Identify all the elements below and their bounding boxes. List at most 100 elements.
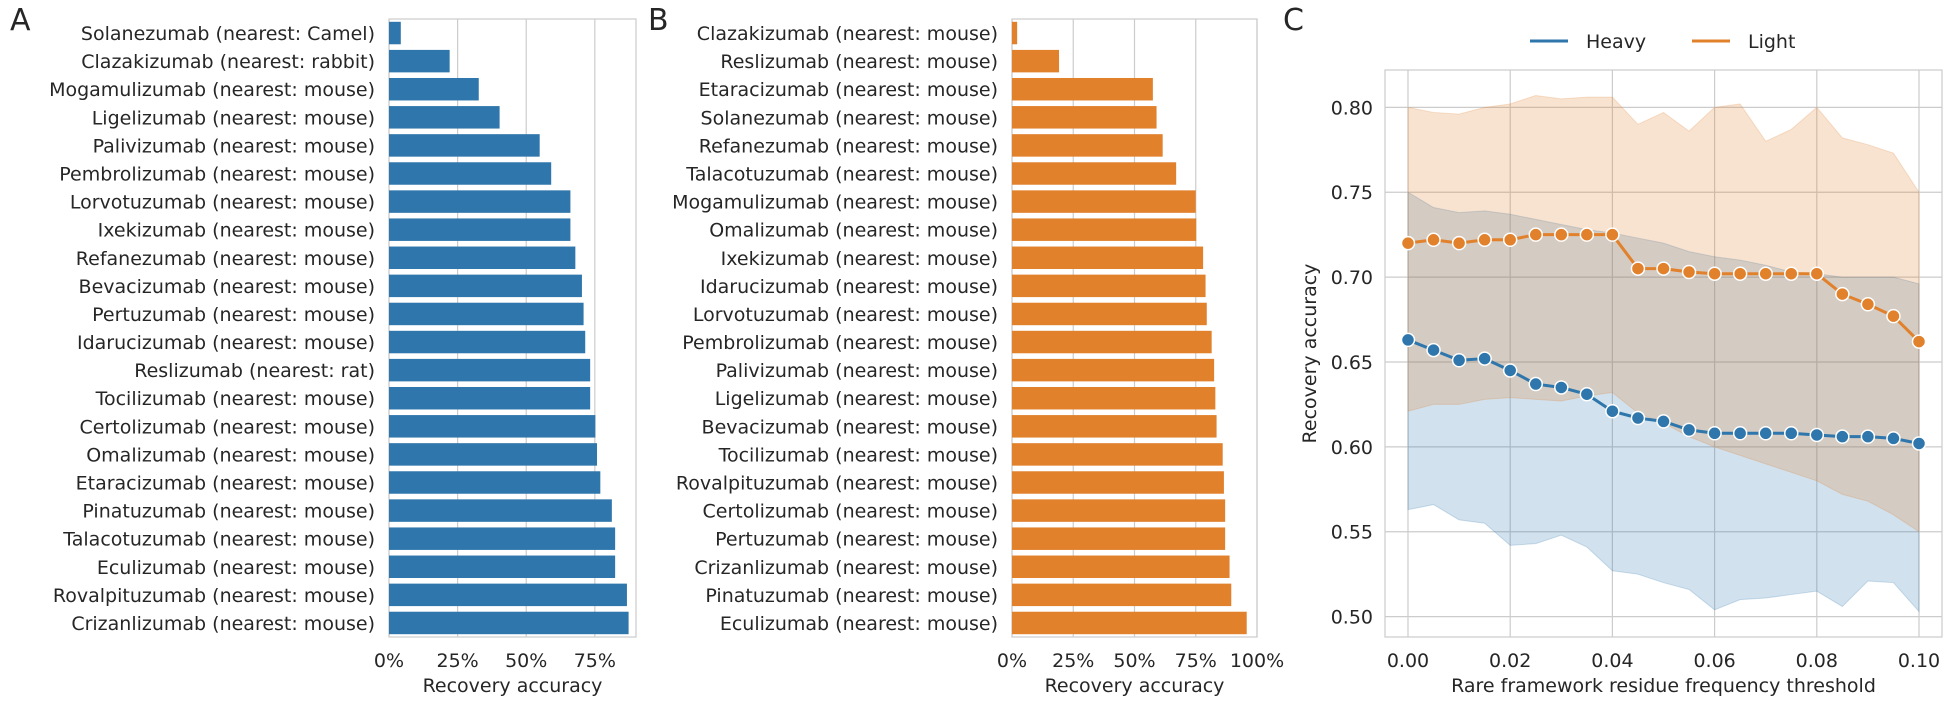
- confidence-band: [1407, 94, 1920, 533]
- category-label: Eculizumab (nearest: mouse): [97, 557, 375, 579]
- panel-letter-c: C: [1283, 3, 1304, 38]
- bar: [1012, 415, 1217, 438]
- category-label: Clazakizumab (nearest: rabbit): [81, 51, 375, 73]
- data-point: [1911, 436, 1927, 451]
- data-point: [1554, 227, 1569, 242]
- x-tick-label: 0.06: [1693, 650, 1735, 672]
- x-tick-label: 0.10: [1898, 650, 1940, 672]
- bar: [389, 190, 571, 213]
- bar: [1012, 583, 1232, 607]
- bar: [389, 162, 552, 185]
- bar: [389, 386, 591, 410]
- data-point: [1656, 261, 1671, 276]
- bar: [389, 134, 540, 157]
- category-label: Pertuzumab (nearest: mouse): [715, 529, 998, 551]
- x-tick-label: 0%: [374, 650, 404, 672]
- bar: [389, 21, 401, 45]
- bar: [1012, 162, 1177, 185]
- y-tick-label: 0.50: [1331, 607, 1373, 629]
- data-point: [1784, 426, 1799, 441]
- category-label: Omalizumab (nearest: mouse): [709, 220, 998, 242]
- data-point: [1860, 429, 1876, 444]
- x-axis-title: Rare framework residue frequency thresho…: [1451, 675, 1876, 697]
- bar: [389, 499, 612, 522]
- data-point: [1400, 332, 1416, 348]
- data-point: [1605, 403, 1620, 419]
- category-label: Crizanlizumab (nearest: mouse): [694, 557, 998, 579]
- category-label: Etaracizumab (nearest: mouse): [76, 473, 375, 495]
- x-tick-label: 50%: [1113, 650, 1155, 672]
- legend-label: Heavy: [1586, 31, 1646, 53]
- category-label: Ligelizumab (nearest: mouse): [715, 388, 998, 410]
- category-label: Talacotuzumab (nearest: mouse): [62, 529, 375, 551]
- y-axis-title: Recovery accuracy: [1299, 264, 1321, 444]
- category-label: Palivizumab (nearest: mouse): [93, 135, 375, 157]
- category-label: Solanezumab (nearest: mouse): [701, 107, 998, 129]
- data-point: [1426, 342, 1441, 358]
- bar: [389, 302, 584, 326]
- data-point: [1426, 232, 1441, 248]
- category-label: Tocilizumab (nearest: mouse): [718, 444, 998, 466]
- bar: [1012, 471, 1224, 494]
- category-label: Idarucizumab (nearest: mouse): [700, 276, 998, 298]
- bar: [389, 443, 598, 466]
- data-point: [1477, 232, 1492, 248]
- data-point: [1732, 266, 1748, 281]
- category-label: Idarucizumab (nearest: mouse): [77, 332, 375, 354]
- category-label: Ixekizumab (nearest: mouse): [721, 248, 998, 270]
- category-label: Pertuzumab (nearest: mouse): [92, 304, 375, 326]
- category-label: Mogamulizumab (nearest: mouse): [672, 192, 998, 214]
- category-label: Clazakizumab (nearest: mouse): [697, 23, 998, 45]
- category-label: Lorvotuzumab (nearest: mouse): [693, 304, 998, 326]
- bar: [1012, 386, 1216, 410]
- bar: [1012, 218, 1197, 241]
- category-label: Eculizumab (nearest: mouse): [720, 613, 998, 635]
- bar: [1012, 106, 1157, 129]
- y-tick-label: 0.70: [1331, 267, 1373, 289]
- data-point: [1886, 431, 1901, 446]
- data-point: [1528, 376, 1543, 392]
- data-point: [1809, 427, 1825, 443]
- plot-frame: [1384, 69, 1943, 638]
- legend-label: Light: [1748, 31, 1795, 53]
- data-point: [1809, 266, 1825, 281]
- data-point: [1528, 227, 1543, 242]
- x-tick-label: 75%: [574, 650, 616, 672]
- data-point: [1656, 414, 1671, 429]
- data-point: [1502, 232, 1518, 248]
- x-axis-title: Recovery accuracy: [423, 675, 603, 697]
- plot-frame: [388, 18, 637, 638]
- bar: [389, 583, 627, 607]
- category-label: Mogamulizumab (nearest: mouse): [49, 79, 375, 101]
- category-label: Pinatuzumab (nearest: mouse): [705, 585, 998, 607]
- x-tick-label: 50%: [505, 650, 547, 672]
- data-point: [1477, 351, 1492, 366]
- bar: [389, 555, 616, 579]
- bar: [389, 274, 582, 298]
- bar: [389, 611, 629, 635]
- category-label: Ligelizumab (nearest: mouse): [92, 107, 375, 129]
- data-point: [1502, 363, 1518, 378]
- bar: [389, 358, 591, 382]
- x-tick-label: 25%: [436, 650, 478, 672]
- x-tick-label: 0.00: [1387, 650, 1429, 672]
- bar: [1012, 527, 1226, 550]
- data-point: [1630, 261, 1646, 276]
- data-point: [1554, 380, 1569, 395]
- data-point: [1758, 266, 1773, 281]
- bar: [389, 49, 450, 73]
- data-point: [1707, 266, 1722, 281]
- category-label: Pinatuzumab (nearest: mouse): [82, 501, 375, 523]
- x-tick-label: 0.02: [1489, 650, 1531, 672]
- category-label: Etaracizumab (nearest: mouse): [699, 79, 998, 101]
- panel-b-bar-chart: 0% 25% 50% 75% 100% Clazakizumab (nearest: mo…: [672, 18, 1284, 697]
- category-label: Refanezumab (nearest: mouse): [699, 135, 998, 157]
- data-point: [1451, 353, 1467, 368]
- category-label: Palivizumab (nearest: mouse): [716, 360, 998, 382]
- data-point: [1451, 235, 1467, 251]
- category-label: Reslizumab (nearest: mouse): [720, 51, 998, 73]
- bar: [389, 415, 596, 438]
- bar: [389, 218, 571, 241]
- bar: [389, 77, 479, 101]
- category-label: Rovalpituzumab (nearest: mouse): [53, 585, 375, 607]
